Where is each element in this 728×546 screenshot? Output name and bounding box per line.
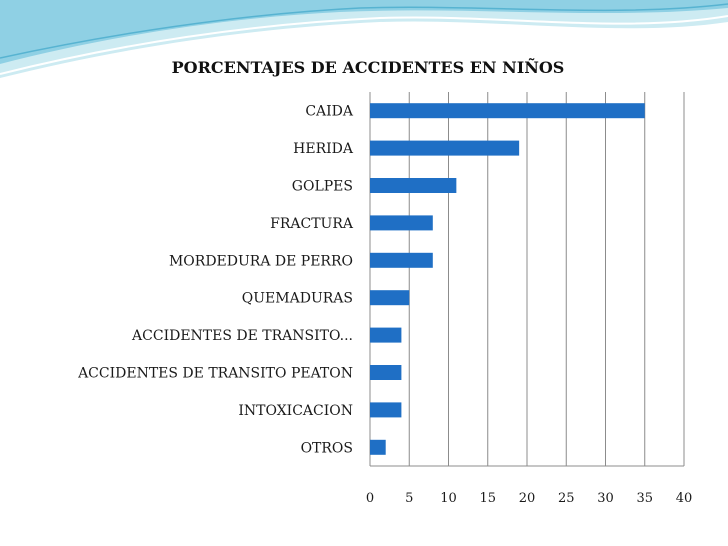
chart-title: PORCENTAJES DE ACCIDENTES EN NIÑOS — [172, 56, 565, 77]
x-tick-label: 30 — [597, 491, 614, 506]
category-label: GOLPES — [292, 179, 353, 195]
x-tick-label: 40 — [676, 491, 693, 506]
category-label: ACCIDENTES DE TRANSITO... — [131, 328, 353, 344]
bar — [370, 327, 402, 343]
bar — [370, 365, 402, 380]
x-axis-tick-labels: 0 5 10 15 20 25 30 35 40 — [366, 491, 692, 506]
category-label: CAIDA — [305, 104, 354, 120]
x-tick-label: 0 — [366, 491, 374, 506]
category-label: QUEMADURAS — [242, 291, 353, 307]
category-label: INTOXICACION — [238, 403, 353, 419]
category-label: HERIDA — [293, 141, 354, 157]
wave-line-dark — [0, 3, 728, 59]
chart-bars — [370, 103, 645, 455]
category-labels: CAIDA HERIDA GOLPES FRACTURA MORDEDURA DE PE… — [77, 104, 354, 457]
bar — [370, 290, 410, 306]
bar — [370, 439, 386, 455]
category-label: MORDEDURA DE PERRO — [169, 253, 353, 269]
x-tick-label: 15 — [479, 491, 496, 506]
bar — [370, 178, 457, 193]
category-label: OTROS — [301, 440, 353, 456]
x-tick-label: 5 — [405, 491, 413, 506]
x-tick-label: 10 — [440, 491, 457, 506]
wave-band-mid — [0, 0, 728, 64]
header-wave-decoration — [0, 0, 728, 78]
bar — [370, 215, 433, 231]
x-tick-label: 35 — [636, 491, 653, 506]
bar — [370, 252, 433, 268]
category-label: ACCIDENTES DE TRANSITO PEATON — [77, 366, 353, 382]
bar — [370, 140, 520, 156]
category-label: FRACTURA — [270, 216, 354, 232]
x-tick-label: 20 — [519, 491, 536, 506]
bar — [370, 103, 645, 119]
x-tick-label: 25 — [558, 491, 575, 506]
wave-line-white — [0, 15, 728, 75]
bar — [370, 402, 402, 418]
